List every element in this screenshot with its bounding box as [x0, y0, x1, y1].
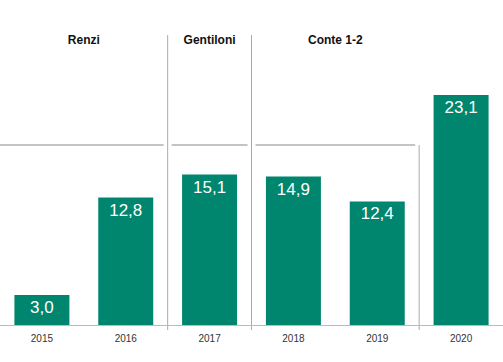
svg-text:12,4: 12,4: [361, 204, 394, 223]
svg-text:12,8: 12,8: [109, 201, 142, 220]
svg-text:2015: 2015: [31, 333, 54, 344]
svg-text:Gentiloni: Gentiloni: [184, 33, 236, 47]
svg-text:Conte 1-2: Conte 1-2: [308, 33, 363, 47]
svg-text:2016: 2016: [115, 333, 138, 344]
svg-text:2020: 2020: [450, 333, 473, 344]
svg-text:15,1: 15,1: [193, 178, 226, 197]
svg-text:3,0: 3,0: [30, 298, 54, 317]
svg-text:Renzi: Renzi: [68, 33, 100, 47]
svg-text:23,1: 23,1: [445, 98, 478, 117]
svg-text:2018: 2018: [282, 333, 305, 344]
svg-text:14,9: 14,9: [277, 180, 310, 199]
svg-text:2017: 2017: [198, 333, 221, 344]
svg-text:2019: 2019: [366, 333, 389, 344]
